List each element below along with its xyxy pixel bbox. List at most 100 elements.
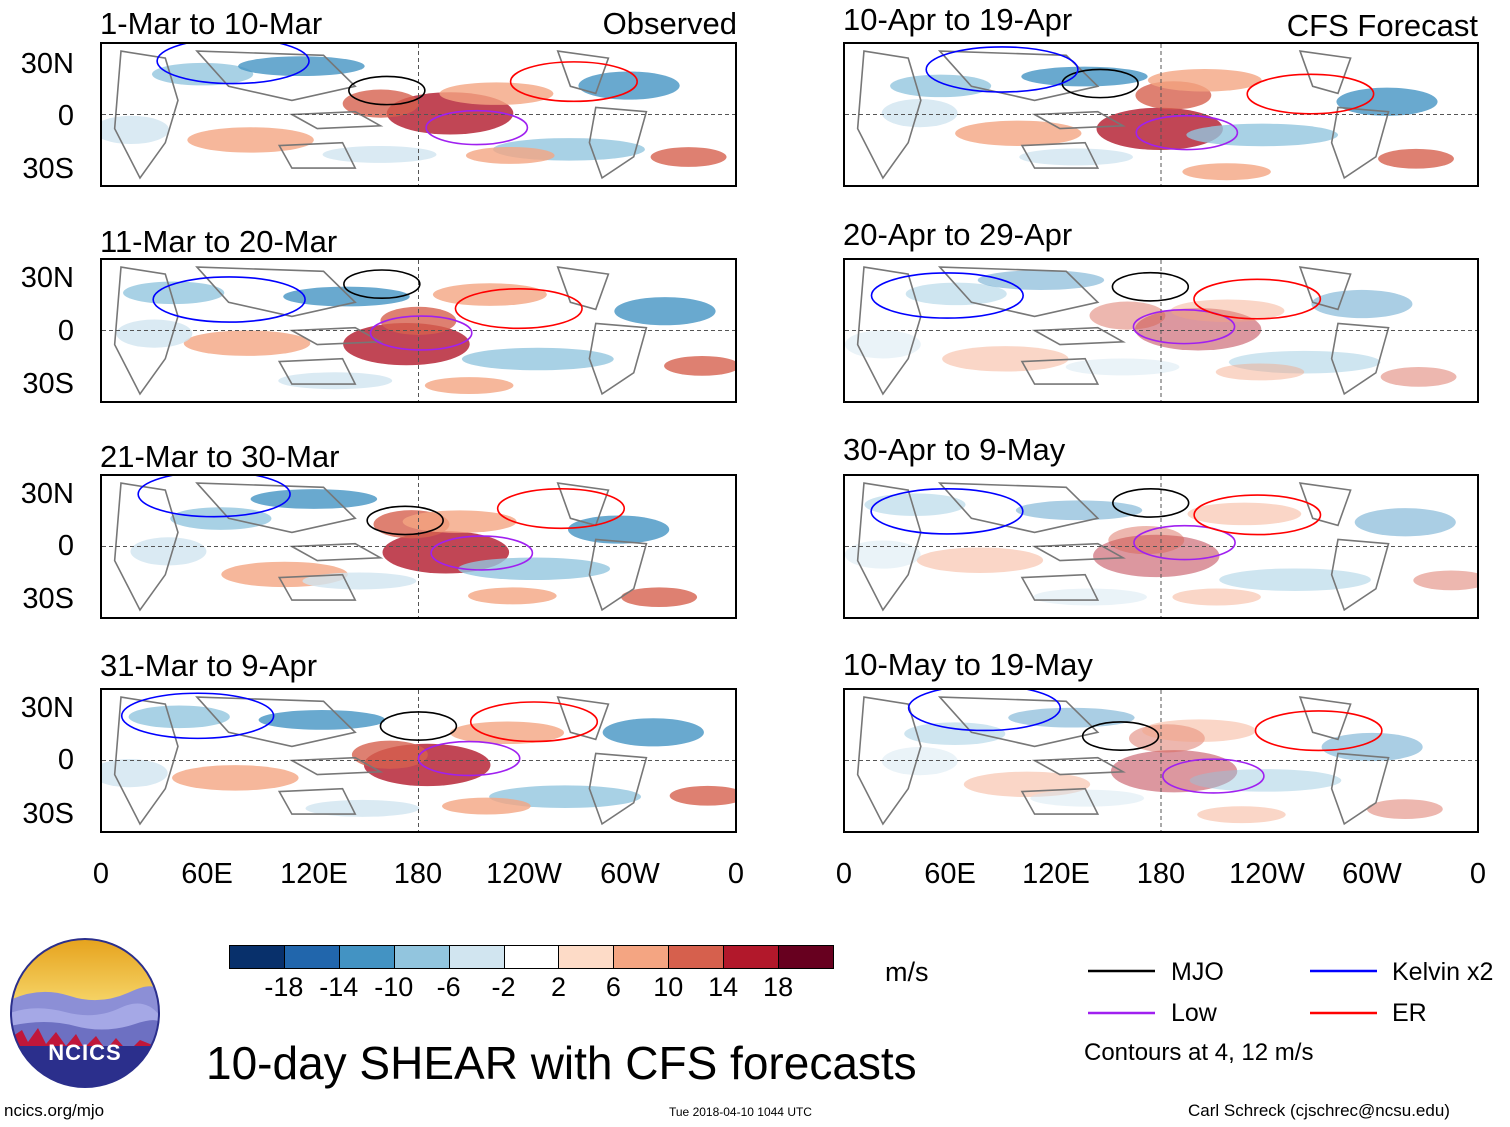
xlab-right-60e: 60E xyxy=(924,858,976,890)
main-title: 10-day SHEAR with CFS forecasts xyxy=(206,1037,917,1089)
xlab-left-180: 180 xyxy=(393,858,443,890)
shear-anomaly-blob xyxy=(1189,769,1342,792)
legend-label-er: ER xyxy=(1392,999,1427,1027)
footer-timestamp: Tue 2018-04-10 1044 UTC xyxy=(669,1105,812,1119)
shear-anomaly-blob xyxy=(305,799,420,817)
coastline xyxy=(1298,50,1352,95)
colorbar-swatch xyxy=(723,945,780,969)
coastline xyxy=(195,50,357,102)
shear-anomaly-blob xyxy=(1354,508,1456,537)
coastline xyxy=(1330,322,1390,396)
coastline xyxy=(113,696,179,826)
contour-loop xyxy=(1132,308,1236,345)
xlab-right-180: 180 xyxy=(1136,858,1186,890)
coastline xyxy=(277,141,357,169)
colorbar-tick-label: 14 xyxy=(708,972,739,1002)
contour-loop xyxy=(120,692,275,740)
coastline xyxy=(588,322,648,396)
contour-loop xyxy=(509,61,638,103)
shear-anomaly-blob xyxy=(116,319,193,348)
shear-anomaly-blob xyxy=(1186,123,1339,147)
contour-loop xyxy=(1193,494,1322,536)
contour-loop xyxy=(366,505,444,536)
colorbar-swatch xyxy=(393,945,450,969)
shear-anomaly-blob xyxy=(151,62,254,86)
xlab-left-120e: 120E xyxy=(280,858,348,890)
map-field xyxy=(845,260,1477,401)
coastline xyxy=(1298,266,1352,311)
shear-anomaly-blob xyxy=(664,355,735,376)
shear-anomaly-blob xyxy=(1413,570,1477,591)
contour-loop xyxy=(454,288,583,330)
coastline xyxy=(1031,542,1126,562)
shear-anomaly-blob xyxy=(102,759,168,788)
contour-loop xyxy=(417,740,521,777)
legend-label-kelvin: Kelvin x2 xyxy=(1392,958,1494,986)
shear-anomaly-blob xyxy=(461,347,614,371)
colorbar-labels: -18 -14 -10 -6 -2 2 6 10 14 18 xyxy=(0,974,1510,1004)
shear-anomaly-blob xyxy=(1187,502,1302,526)
coastline xyxy=(113,482,179,612)
shear-anomaly-blob xyxy=(916,547,1044,573)
shear-anomaly-blob xyxy=(1215,363,1305,381)
map-field xyxy=(102,44,735,185)
shear-anomaly-blob xyxy=(424,377,514,395)
xlab-left-0: 0 xyxy=(92,858,110,890)
colorbar-tick-label: -6 xyxy=(436,972,461,1002)
map-panel-6 xyxy=(843,258,1479,403)
footer-website: ncics.org/mjo xyxy=(4,1101,105,1120)
xlab-right-0: 0 xyxy=(835,858,853,890)
colorbar-swatch xyxy=(558,945,615,969)
shear-anomaly-blob xyxy=(904,722,1006,745)
coastline xyxy=(556,266,610,311)
contour-loop xyxy=(907,690,1062,732)
colorbar-tick-label: -10 xyxy=(374,972,414,1002)
contour-loop xyxy=(1246,73,1375,115)
shear-anomaly-blob xyxy=(1366,799,1443,819)
panel-title-1: 1-Mar to 10-Mar xyxy=(100,6,323,41)
contour-loop xyxy=(348,75,426,106)
coastline xyxy=(1020,787,1100,815)
footer-credit: Carl Schreck (cjschrec@ncsu.edu) xyxy=(1188,1101,1450,1120)
map-panel-4 xyxy=(100,688,737,833)
shear-anomaly-blob xyxy=(905,282,1007,306)
coastline xyxy=(1031,756,1126,776)
shear-anomaly-blob xyxy=(881,747,958,776)
ylab-30s-1: 30S xyxy=(22,153,74,185)
shear-anomaly-blob xyxy=(342,89,419,118)
shear-anomaly-blob xyxy=(845,540,921,569)
coastline xyxy=(289,326,384,346)
colorbar-swatch xyxy=(283,945,340,969)
contour-loop xyxy=(1133,524,1236,561)
ylab-30n-2: 30N xyxy=(20,262,74,294)
colorbar-tick-label: 10 xyxy=(653,972,684,1002)
contour-loop xyxy=(870,272,1024,319)
map-field xyxy=(102,260,735,401)
panel-title-8: 10-May to 19-May xyxy=(843,647,1093,682)
contour-note: Contours at 4, 12 m/s xyxy=(1084,1039,1314,1066)
shear-anomaly-blob xyxy=(250,489,378,509)
colorbar-units: m/s xyxy=(885,957,929,987)
contour-loop xyxy=(379,711,458,741)
shear-anomaly-blob xyxy=(238,56,365,77)
coastline xyxy=(588,106,648,180)
shear-anomaly-blob xyxy=(187,127,314,153)
shear-anomaly-blob xyxy=(1142,719,1256,742)
shear-anomaly-blob xyxy=(102,115,170,145)
panel-title-2: 11-Mar to 20-Mar xyxy=(100,224,338,259)
ylab-0-3: 0 xyxy=(57,530,74,562)
contour-loop xyxy=(1112,488,1190,518)
coastline xyxy=(1031,326,1126,346)
shear-anomaly-blob xyxy=(302,572,417,590)
shear-anomaly-blob xyxy=(1030,789,1145,807)
coastline xyxy=(1020,357,1100,385)
shear-anomaly-blob xyxy=(1021,66,1148,87)
colorbar xyxy=(229,945,834,969)
coastline xyxy=(937,696,1100,748)
panel-title-7: 30-Apr to 9-May xyxy=(843,432,1066,467)
colorbar-swatch xyxy=(613,945,670,969)
coastline xyxy=(588,538,648,612)
colorbar-swatch xyxy=(338,945,395,969)
shear-anomaly-blob xyxy=(669,785,735,806)
shear-anomaly-blob xyxy=(864,493,966,516)
